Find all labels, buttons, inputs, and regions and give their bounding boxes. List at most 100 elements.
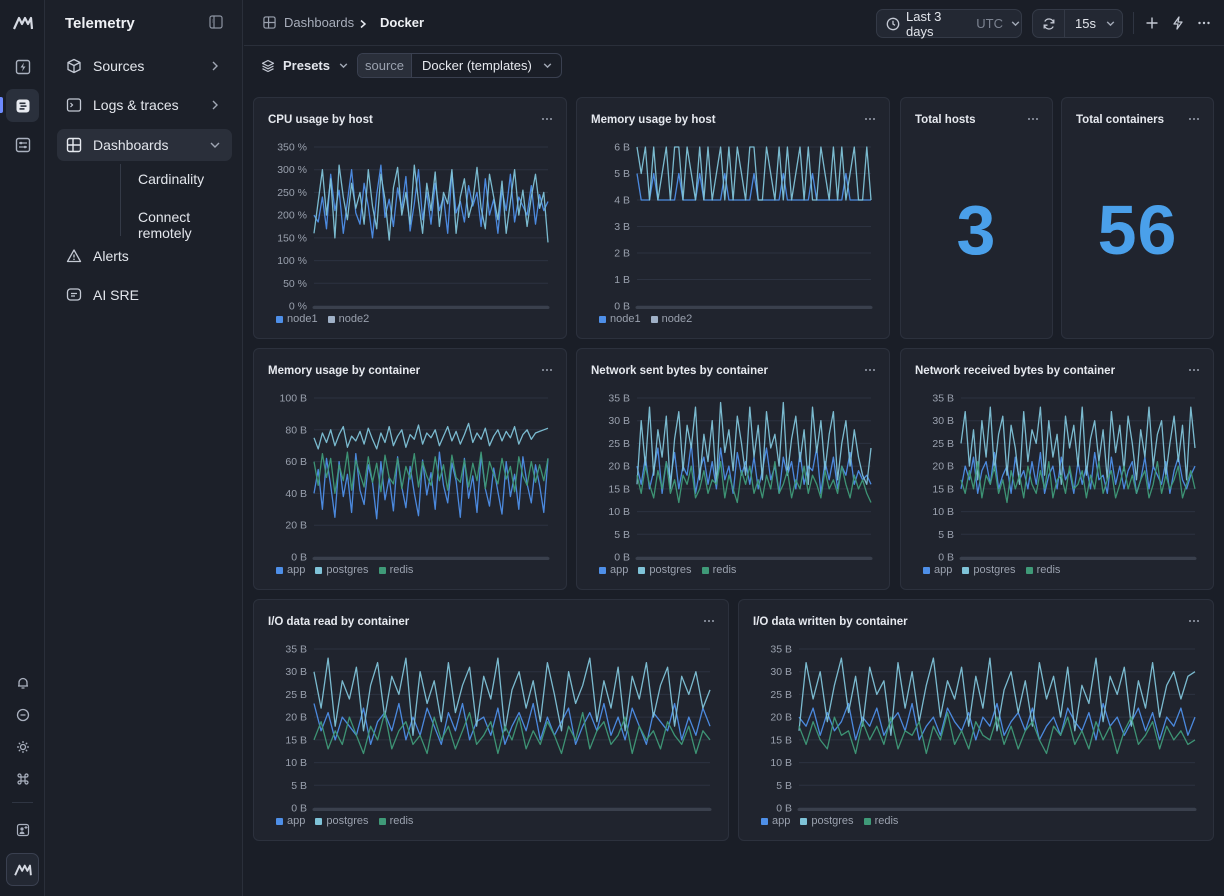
chart-legend: node1 node2 [276, 313, 369, 325]
more-icon[interactable] [540, 363, 554, 377]
legend-label: postgres [973, 564, 1016, 576]
legend-item[interactable]: app [923, 564, 952, 576]
sidebar-item-label: Dashboards [93, 137, 169, 153]
y-tick-label: 25 B [770, 689, 792, 701]
y-tick-label: 5 B [614, 168, 630, 180]
panel-cpu-usage: CPU usage by host 350 % 300 % 250 % 200 % 15… [253, 97, 567, 339]
active-marker [0, 97, 3, 113]
legend-swatch [650, 315, 658, 323]
sidebar-item-ai-sre[interactable]: AI SRE [57, 279, 232, 311]
series-line-postgres [636, 401, 872, 490]
sidebar-item-dashboards[interactable]: Dashboards [57, 129, 232, 161]
memory-container-chart: 100 B 80 B 60 B 40 B 20 B 0 B [280, 393, 550, 564]
legend-item[interactable]: postgres [638, 564, 692, 576]
chevron-down-icon [1105, 18, 1116, 29]
y-tick-label: 0 B [291, 803, 307, 815]
breadcrumb-parent[interactable]: Dashboards [284, 15, 355, 30]
legend-swatch [327, 315, 335, 323]
legend-label: node2 [661, 313, 693, 325]
legend-label: redis [389, 815, 414, 827]
refresh-control[interactable]: 15s [1032, 9, 1123, 38]
legend-item[interactable]: redis [1025, 564, 1061, 576]
sidebar-item-label: Sources [93, 58, 145, 74]
sidebar-item-logs-traces[interactable]: Logs & traces [57, 89, 232, 121]
user-add-icon[interactable] [6, 813, 39, 846]
panel-network-sent: Network sent bytes by container 35 B 30 B… [576, 348, 890, 590]
legend-item[interactable]: node2 [650, 313, 693, 325]
more-icon[interactable] [702, 614, 716, 628]
panel-title: I/O data read by container [268, 616, 410, 628]
chart-legend: app postgres redis [761, 815, 898, 827]
series-line-node2 [313, 164, 549, 243]
legend-item[interactable]: postgres [315, 815, 369, 827]
more-icon[interactable] [1026, 112, 1040, 126]
panel-title: Network received bytes by container [915, 365, 1116, 377]
legend-item[interactable]: app [761, 815, 790, 827]
y-tick-label: 35 B [608, 393, 630, 405]
message-icon[interactable] [6, 698, 39, 731]
total-hosts-value: 3 [956, 191, 997, 269]
time-range-picker[interactable]: Last 3 days UTC [876, 9, 1022, 39]
chevron-right-icon [208, 98, 222, 112]
submenu-guide [120, 164, 121, 236]
legend-swatch [276, 315, 283, 323]
legend-item[interactable]: redis [863, 815, 898, 827]
bell-icon[interactable] [6, 666, 39, 699]
source-filter[interactable]: source Docker (templates) [357, 53, 562, 78]
chevron-right-icon [208, 59, 222, 73]
more-icon[interactable] [540, 112, 554, 126]
y-tick-label: 5 B [614, 529, 630, 541]
y-tick-label: 0 B [291, 552, 307, 564]
legend-item[interactable]: redis [378, 564, 413, 576]
sidebar-item-sources[interactable]: Sources [57, 50, 232, 82]
cube-icon [65, 57, 83, 75]
plus-icon[interactable] [1145, 16, 1159, 33]
legend-label: app [287, 564, 306, 576]
more-icon[interactable] [863, 363, 877, 377]
bolt-icon[interactable] [1171, 16, 1185, 33]
panel-network-received: Network received bytes by container 35 B… [900, 348, 1214, 590]
command-icon[interactable] [6, 762, 39, 795]
sidebar-subitem-cardinality[interactable]: Cardinality [138, 171, 205, 187]
network-received-chart: 35 B 30 B 25 B 20 B 15 B 10 B 5 B 0 B [932, 393, 1197, 564]
y-tick-label: 5 B [938, 529, 954, 541]
legend-item[interactable]: postgres [800, 815, 854, 827]
legend-item[interactable]: node1 [276, 313, 318, 325]
legend-item[interactable]: redis [701, 564, 736, 576]
more-icon[interactable] [1187, 363, 1201, 377]
more-icon[interactable] [863, 112, 877, 126]
sidebar-subitem-connect-remotely[interactable]: Connect remotely [138, 209, 192, 241]
dashboard-rail-icon[interactable] [6, 89, 39, 122]
legend-item[interactable]: app [276, 815, 305, 827]
y-tick-label: 15 B [608, 483, 630, 495]
account-logo-icon[interactable] [6, 853, 39, 886]
sliders-icon[interactable] [6, 128, 39, 161]
legend-item[interactable]: postgres [962, 564, 1016, 576]
sun-icon[interactable] [6, 730, 39, 763]
logo-icon[interactable] [6, 6, 39, 39]
series-line-app [313, 451, 549, 520]
refresh-icon[interactable] [1033, 10, 1065, 37]
more-icon[interactable] [1197, 16, 1211, 33]
series-line-node1 [313, 164, 549, 239]
series-line-app [798, 702, 1196, 741]
legend-item[interactable]: app [276, 564, 305, 576]
icon-rail [0, 0, 45, 896]
bolt-square-icon[interactable] [6, 50, 39, 83]
io-read-chart: 35 B 30 B 25 B 20 B 15 B 10 B 5 B 0 B [285, 644, 712, 815]
more-icon[interactable] [1187, 614, 1201, 628]
legend-item[interactable]: app [599, 564, 628, 576]
legend-item[interactable]: redis [378, 815, 414, 827]
legend-label: node1 [610, 313, 641, 325]
more-icon[interactable] [1187, 112, 1201, 126]
presets-button[interactable]: Presets [261, 58, 349, 73]
legend-item[interactable]: node2 [327, 313, 369, 325]
legend-label: redis [1036, 564, 1061, 576]
y-tick-label: 50 % [283, 278, 307, 290]
legend-item[interactable]: node1 [599, 313, 641, 325]
sidebar-item-alerts[interactable]: Alerts [57, 240, 232, 272]
sidebar-collapse-icon[interactable] [209, 15, 225, 31]
terminal-icon [65, 96, 83, 114]
legend-item[interactable]: postgres [315, 564, 369, 576]
chevron-down-icon [208, 138, 222, 152]
